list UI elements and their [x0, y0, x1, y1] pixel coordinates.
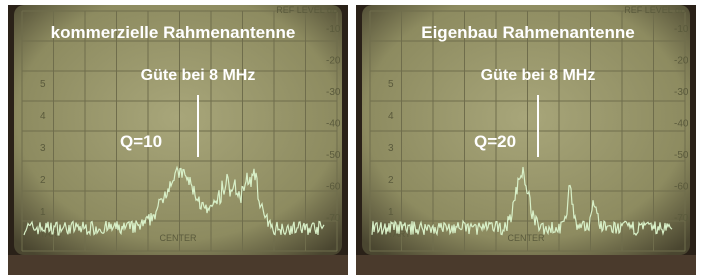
scale-label: -40: [674, 119, 689, 130]
screen: [14, 5, 342, 255]
scale-label: -40: [326, 119, 341, 130]
scale-label: -30: [674, 87, 689, 98]
scale-label: 2: [388, 175, 394, 186]
scale-label: 1: [40, 207, 46, 218]
overlay-title: kommerzielle Rahmenantenne: [51, 23, 296, 42]
scale-label: -50: [674, 150, 689, 161]
scale-label: 2: [40, 175, 46, 186]
scale-label: 4: [388, 111, 394, 122]
panel: REF LEVEL dB54321-10-20-30-40-50-60-70ST…: [356, 5, 696, 275]
ref-level: REF LEVEL dB: [276, 5, 338, 15]
scale-label: -70: [674, 213, 689, 224]
scale-label: -20: [674, 56, 689, 67]
scale-label: 5: [40, 79, 46, 90]
scale-label: -60: [674, 182, 689, 193]
scale-label: -70: [326, 213, 341, 224]
panel: REF LEVEL dB54321-10-20-30-40-50-60-70ST…: [8, 5, 348, 275]
screenshot: REF LEVEL dB54321-10-20-30-40-50-60-70ST…: [0, 0, 703, 275]
bezel: [8, 255, 348, 275]
ref-level: REF LEVEL dB: [624, 5, 686, 15]
center-label: CENTER: [507, 233, 545, 243]
screen: [362, 5, 690, 255]
bezel: [356, 255, 696, 275]
scale-label: 1: [388, 207, 394, 218]
scale-label: 4: [40, 111, 46, 122]
scale-label: 5: [388, 79, 394, 90]
center-label: CENTER: [159, 233, 197, 243]
scale-label: -10: [326, 24, 341, 35]
scale-label: -10: [674, 24, 689, 35]
scale-label: -60: [326, 182, 341, 193]
overlay-title: Eigenbau Rahmenantenne: [421, 23, 634, 42]
overlay-subtitle: Güte bei 8 MHz: [481, 67, 596, 84]
overlay-subtitle: Güte bei 8 MHz: [141, 67, 256, 84]
scale-label: 3: [40, 143, 46, 154]
scale-label: -30: [326, 87, 341, 98]
q-label: Q=10: [120, 132, 162, 151]
scale-label: 3: [388, 143, 394, 154]
scale-label: -20: [326, 56, 341, 67]
scale-label: -50: [326, 150, 341, 161]
q-label: Q=20: [474, 132, 516, 151]
